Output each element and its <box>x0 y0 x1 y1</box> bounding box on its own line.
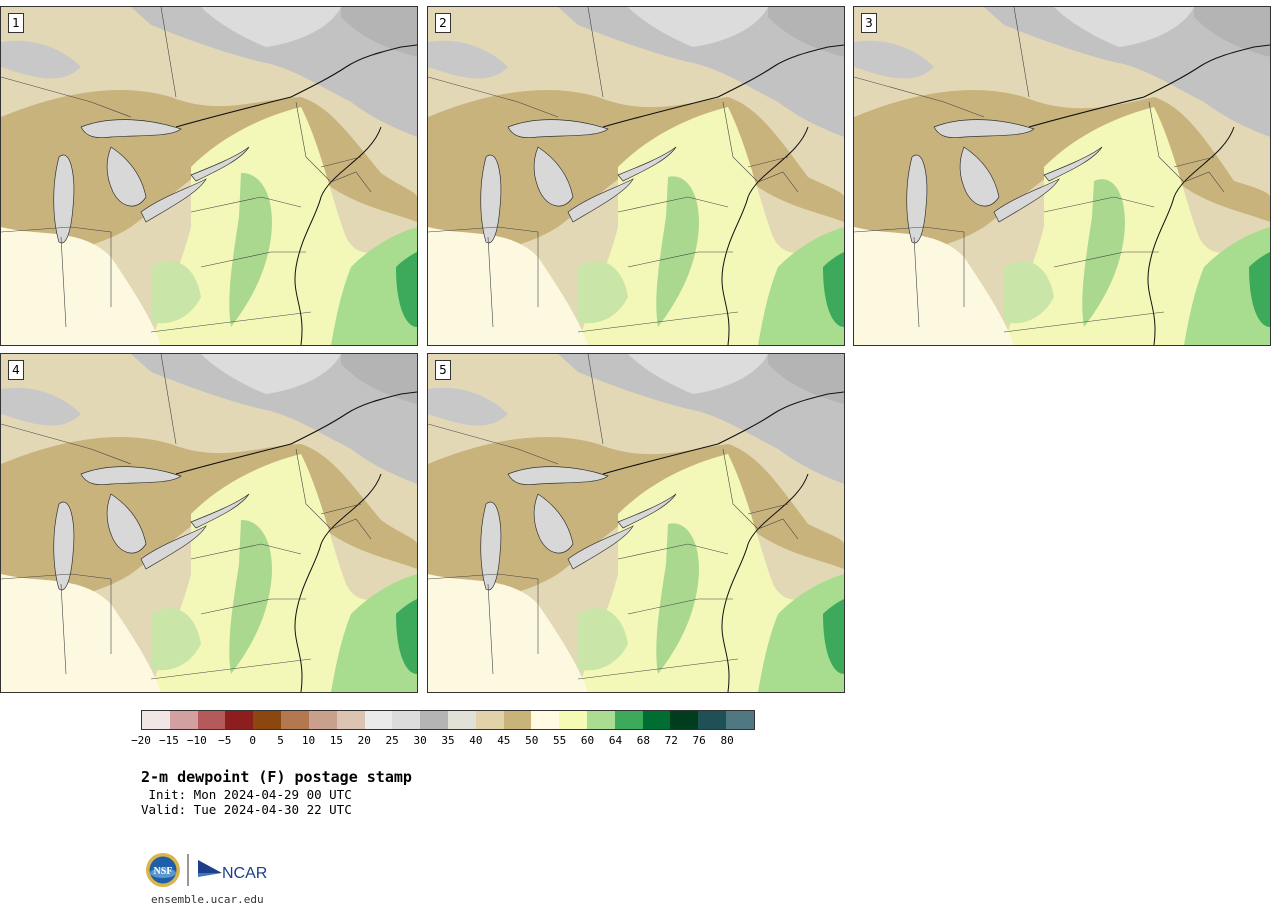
colorbar-bin-15 <box>559 711 587 729</box>
map-panel-3: 3 <box>853 6 1271 346</box>
colorbar-tick-label: 5 <box>277 734 284 747</box>
colorbar-tick-label: 30 <box>413 734 427 747</box>
panel-number-1: 1 <box>8 13 24 33</box>
colorbar-bin-11 <box>447 711 476 729</box>
panel-number-2: 2 <box>435 13 451 33</box>
colorbar-bin-4 <box>253 711 282 729</box>
colorbar-tick-label: 0 <box>249 734 256 747</box>
colorbar-tick-label: 20 <box>357 734 371 747</box>
colorbar-tick-label: −15 <box>158 734 179 747</box>
colorbar-bin-18 <box>642 711 671 729</box>
colorbar-bin-3 <box>225 711 254 729</box>
map-panel-4: 4 <box>0 353 418 693</box>
dewpoint-map-3 <box>854 7 1270 345</box>
colorbar-tick-label: 60 <box>580 734 595 747</box>
colorbar-tick-label: 15 <box>329 734 343 747</box>
colorbar-bin-8 <box>364 711 393 729</box>
plot-title: 2-m dewpoint (F) postage stamp <box>141 768 412 786</box>
panel-number-5: 5 <box>435 360 451 380</box>
nsf-text: NSF <box>154 866 173 877</box>
colorbar-tick-label: 25 <box>385 734 399 747</box>
colorbar-ticks: −20 −15 −10 −5 0 5 10 15 20 25 30 35 40 45 50 55 60 64 68 7… <box>131 734 755 748</box>
ncar-logo-icon <box>198 860 222 873</box>
map-panel-1: 1 <box>0 6 418 346</box>
colorbar-bin-10 <box>420 711 448 729</box>
colorbar-bin-20 <box>698 711 727 729</box>
colorbar-tick-label: 80 <box>720 734 734 747</box>
colorbar-bin-5 <box>281 711 309 729</box>
colorbar-tick-label: 40 <box>469 734 483 747</box>
colorbar-tick-label: 45 <box>497 734 511 747</box>
panel-number-4: 4 <box>8 360 24 380</box>
init-time: Init: Mon 2024-04-29 00 UTC <box>141 787 352 802</box>
colorbar-tick-label: 64 <box>608 734 623 747</box>
panel-number-3: 3 <box>861 13 877 33</box>
colorbar-bin-16 <box>587 711 615 729</box>
map-panel-2: 2 <box>427 6 845 346</box>
colorbar-tick-label: 76 <box>692 734 706 747</box>
valid-time: Valid: Tue 2024-04-30 22 UTC <box>141 802 352 817</box>
colorbar-tick-label: 72 <box>664 734 678 747</box>
colorbar-bin-2 <box>197 711 226 729</box>
colorbar-bin-17 <box>614 711 643 729</box>
colorbar-bin-6 <box>308 711 337 729</box>
ncar-text: NCAR <box>222 865 267 882</box>
dewpoint-map-4 <box>1 354 417 692</box>
colorbar-tick-label: −20 <box>131 734 151 747</box>
colorbar-tick-label: 35 <box>441 734 455 747</box>
colorbar-bin-9 <box>392 711 421 729</box>
dewpoint-map-5 <box>428 354 844 692</box>
colorbar-tick-label: 50 <box>525 734 539 747</box>
colorbar-bin-21 <box>726 711 754 729</box>
nsf-ncar-logo: NSF NCAR <box>146 853 267 887</box>
colorbar-bin-12 <box>475 711 504 729</box>
colorbar-bin-7 <box>336 711 365 729</box>
colorbar-bin-13 <box>503 711 532 729</box>
colorbar-bin-19 <box>670 711 699 729</box>
colorbar-tick-label: 55 <box>553 734 567 747</box>
colorbar <box>141 710 755 730</box>
colorbar-tick-label: 10 <box>301 734 316 747</box>
map-panel-5: 5 <box>427 353 845 693</box>
colorbar-tick-label: 68 <box>636 734 650 747</box>
colorbar-tick-label: −10 <box>186 734 207 747</box>
dewpoint-map-1 <box>1 7 417 345</box>
website-url: ensemble.ucar.edu <box>151 893 264 906</box>
dewpoint-map-2 <box>428 7 844 345</box>
colorbar-bin-0 <box>142 711 170 729</box>
colorbar-bin-1 <box>169 711 198 729</box>
colorbar-tick-label: −5 <box>218 734 232 747</box>
colorbar-bin-14 <box>531 711 560 729</box>
